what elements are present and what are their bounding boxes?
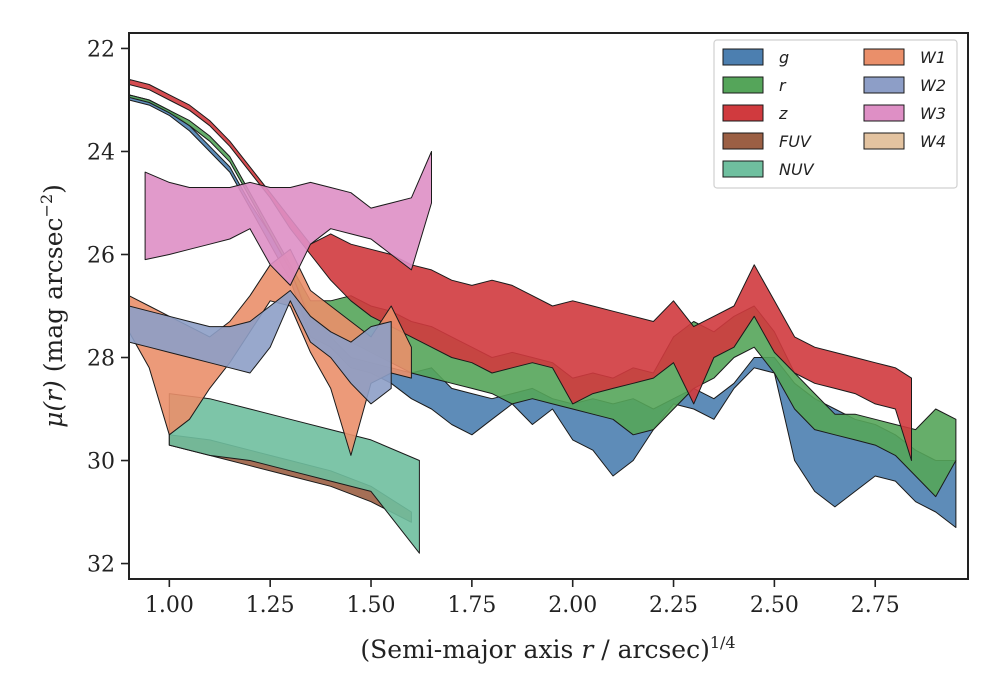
y-tick-label: 24	[87, 140, 115, 165]
legend-swatch	[722, 104, 764, 122]
legend-swatch	[722, 48, 764, 66]
legend-label: W1	[920, 48, 946, 67]
x-tick-label: 1.50	[347, 593, 396, 618]
legend-item-nuv: NUV	[722, 160, 815, 179]
legend-swatch	[863, 104, 905, 122]
y-axis: 22 24 26 28 30 32	[87, 37, 129, 578]
x-tick-label: 2.00	[548, 593, 597, 618]
y-tick-label: 26	[87, 243, 115, 268]
legend-item-r: r	[722, 76, 787, 95]
x-tick-label: 1.25	[246, 593, 295, 618]
x-tick-label: 1.75	[447, 593, 496, 618]
legend-label: z	[778, 104, 788, 123]
y-tick-label: 28	[87, 347, 115, 372]
x-tick-label: 2.75	[851, 593, 900, 618]
legend-swatch	[722, 160, 764, 178]
x-axis-title: (Semi-major axis r / arcsec)1/4	[360, 633, 735, 664]
legend-label: r	[779, 76, 787, 95]
legend-item-w3: W3	[863, 104, 946, 123]
legend-label: g	[779, 48, 789, 67]
legend-item-g: g	[722, 48, 789, 67]
plot-frame	[128, 32, 969, 580]
legend-label: W3	[920, 104, 946, 123]
legend-swatch	[722, 132, 764, 150]
legend-swatch	[863, 76, 905, 94]
legend-swatch	[863, 48, 905, 66]
legend-item-w4: W4	[863, 132, 946, 151]
x-axis: 1.00 1.25 1.50 1.75 2.00 2.25 2.50 2.75	[145, 579, 900, 618]
y-axis-title: μ(r) (mag arcsec−2)	[37, 184, 68, 428]
legend-swatch	[722, 76, 764, 94]
x-tick-label: 2.50	[750, 593, 799, 618]
legend-swatch	[863, 132, 905, 150]
legend-label: W4	[920, 132, 946, 151]
area-w1	[129, 248, 412, 456]
x-tick-label: 2.25	[649, 593, 698, 618]
legend-item-w2: W2	[863, 76, 946, 95]
legend-label: NUV	[779, 160, 815, 179]
series-areas	[129, 78, 957, 554]
area-nuv	[168, 393, 420, 554]
y-tick-label: 22	[87, 37, 115, 62]
x-tick-label: 1.00	[145, 593, 194, 618]
legend-label: FUV	[779, 132, 812, 151]
legend-item-fuv: FUV	[722, 132, 812, 151]
legend-item-w1: W1	[863, 48, 946, 67]
y-tick-label: 32	[87, 553, 115, 578]
legend-item-z: z	[722, 104, 788, 123]
area-w3	[144, 151, 432, 286]
legend: grz FUV NUV W1 W2 W3 W4	[713, 39, 958, 189]
legend-label: W2	[920, 76, 946, 95]
y-tick-label: 30	[87, 450, 115, 475]
area-w2	[129, 290, 392, 405]
